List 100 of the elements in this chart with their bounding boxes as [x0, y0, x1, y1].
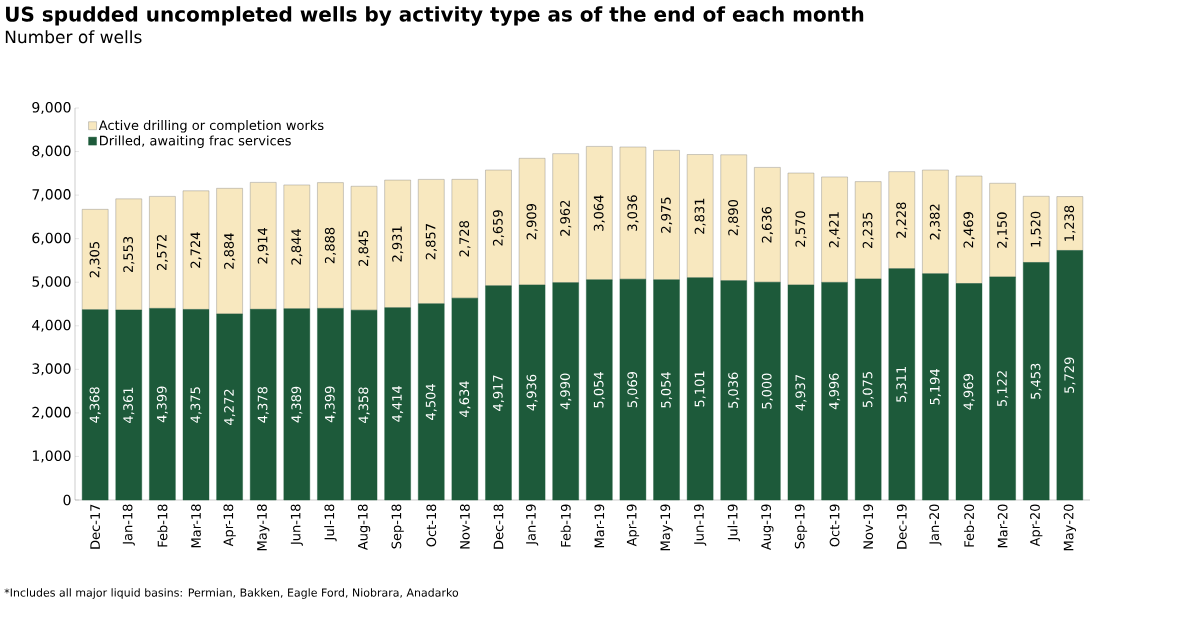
bar [619, 279, 647, 501]
x-tick-label: Feb-20 [963, 504, 975, 547]
data-label: 1,520 [1030, 211, 1042, 247]
x-tick-label: Oct-19 [829, 504, 840, 547]
data-label: 4,414 [392, 386, 404, 422]
bar [922, 273, 949, 501]
data-label: 2,845 [358, 230, 370, 266]
bar [451, 179, 479, 299]
bar [485, 169, 512, 287]
bar [720, 154, 747, 281]
x-tick-label: Jul-18 [324, 504, 337, 542]
data-label: 5,054 [660, 372, 673, 408]
data-label: 2,931 [392, 226, 404, 262]
bar [182, 190, 210, 310]
data-label: 2,570 [795, 211, 807, 247]
bar [955, 283, 983, 501]
bar [418, 303, 445, 501]
data-label: 3,036 [627, 195, 639, 231]
bar [854, 181, 882, 280]
data-label: 5,054 [593, 372, 605, 408]
bar [518, 284, 546, 501]
x-tick-label: Nov-19 [863, 504, 874, 549]
bar [989, 183, 1016, 278]
bar [787, 172, 815, 286]
bar [81, 309, 109, 501]
data-label: 2,235 [862, 212, 874, 248]
bar [653, 279, 680, 501]
bar [955, 175, 983, 284]
bar [518, 158, 546, 286]
y-tick-label: 3,000 [32, 363, 71, 376]
chart-title: US spudded uncompleted wells by activity type as of the end of each month [6, 6, 864, 26]
data-label: 5,729 [1064, 357, 1076, 393]
x-tick-label: Sep-18 [391, 504, 404, 549]
x-tick-label: Feb-18 [157, 504, 168, 547]
bar [888, 171, 915, 269]
bar [115, 198, 142, 311]
data-label: 2,724 [190, 232, 202, 268]
x-tick-label: Jan-19 [525, 504, 539, 546]
bar [149, 196, 176, 309]
bar [216, 188, 243, 315]
bar [854, 278, 882, 501]
bar [149, 308, 176, 501]
bar [619, 146, 647, 280]
data-label: 5,036 [728, 372, 740, 408]
x-tick-label: Sep-19 [794, 504, 808, 549]
bar [350, 186, 378, 311]
x-tick-label: May-19 [660, 504, 673, 551]
data-label: 2,857 [425, 224, 437, 260]
bar [754, 282, 781, 501]
bar [418, 179, 445, 305]
x-tick-label: Mar-19 [594, 504, 605, 548]
data-label: 4,634 [459, 381, 471, 418]
bar [1023, 262, 1050, 501]
data-label: 2,975 [660, 197, 673, 233]
data-label: 2,382 [929, 204, 941, 240]
data-label: 5,311 [896, 366, 908, 402]
bar [115, 309, 142, 501]
bar [821, 176, 848, 283]
y-tick-label: 8,000 [32, 145, 71, 158]
data-label: 4,937 [795, 374, 807, 411]
legend-label: Active drilling or completion works [98, 120, 324, 133]
bar [586, 279, 613, 501]
data-label: 4,361 [123, 387, 135, 424]
data-label: 5,075 [862, 372, 874, 408]
data-label: 2,890 [728, 199, 740, 236]
x-tick-label: Jul-19 [727, 504, 740, 542]
data-label: 4,969 [963, 374, 975, 410]
data-label: 1,238 [1064, 205, 1076, 241]
bar [317, 308, 344, 501]
data-label: 2,844 [291, 229, 303, 265]
data-label: 2,572 [156, 235, 168, 271]
bar [552, 153, 579, 283]
bar [552, 282, 579, 501]
data-label: 4,990 [560, 373, 572, 410]
bar [1056, 196, 1084, 251]
bar [787, 284, 815, 501]
data-label: 4,996 [829, 373, 841, 410]
data-label: 2,914 [257, 227, 269, 264]
x-tick-label: Aug-18 [357, 504, 371, 551]
data-label: 2,150 [997, 212, 1009, 248]
x-tick-label: May-18 [257, 504, 270, 551]
bar [283, 184, 311, 310]
bar [350, 309, 378, 501]
data-label: 2,888 [324, 227, 337, 264]
bar [1056, 250, 1084, 501]
y-tick-label: 0 [63, 494, 71, 506]
bar [888, 268, 915, 501]
x-tick-label: Dec-18 [493, 504, 504, 549]
bar [653, 150, 680, 281]
bar [821, 282, 848, 501]
data-label: 2,962 [560, 200, 572, 236]
data-label: 5,069 [627, 371, 639, 408]
data-label: 4,389 [291, 386, 303, 423]
bar [989, 276, 1016, 501]
bar [216, 313, 243, 501]
data-label: 2,469 [963, 212, 975, 248]
y-tick-label: 2,000 [32, 406, 71, 419]
data-label: 2,636 [761, 207, 773, 243]
x-tick-label: Dec-19 [896, 504, 907, 549]
bar [451, 297, 479, 501]
